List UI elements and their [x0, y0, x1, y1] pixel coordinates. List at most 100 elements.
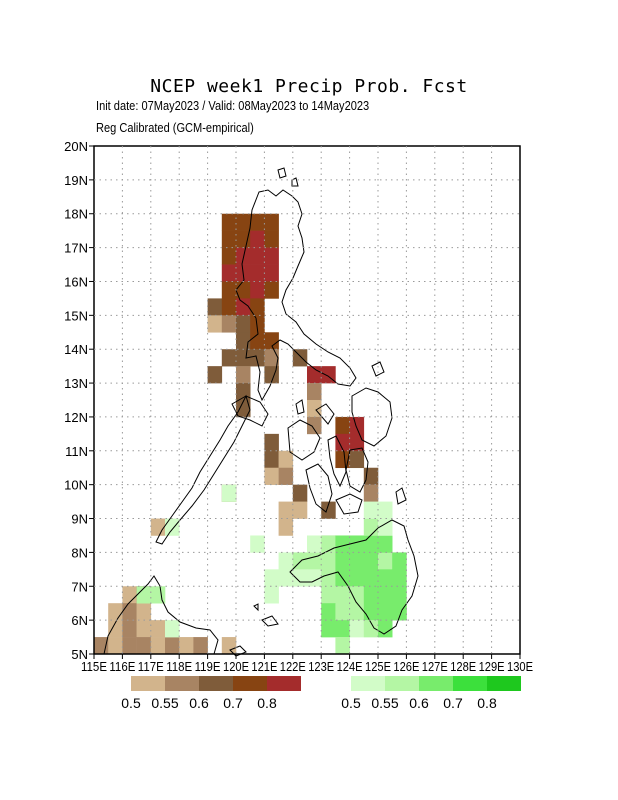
dry-cell-44: [307, 400, 322, 418]
dry-cell-12: [221, 264, 237, 282]
wet-cell-6: [264, 569, 279, 587]
dry-cell-67: [122, 586, 137, 604]
x-tick-label: 129E: [479, 659, 505, 674]
wet-cell-47: [363, 535, 379, 553]
y-tick-label: 6N: [71, 613, 88, 628]
wet-cell-52: [378, 501, 393, 519]
y-tick-label: 16N: [64, 274, 88, 289]
wet-cell-19: [321, 569, 336, 587]
x-tick-label: 125E: [365, 659, 391, 674]
dry-cell-49: [335, 433, 350, 452]
dry-cell-81: [165, 637, 180, 655]
dry-legend-swatch: [267, 676, 301, 691]
x-tick-label: 128E: [450, 659, 476, 674]
dry-cell-36: [207, 366, 223, 384]
dry-cell-71: [136, 603, 152, 621]
wet-cell-17: [292, 569, 308, 587]
y-tick-label: 10N: [64, 478, 88, 493]
wet-cell-30: [392, 586, 407, 604]
dry-cell-14: [250, 264, 265, 282]
dry-cell-50: [349, 433, 365, 452]
wet-cell-0: [165, 518, 180, 536]
dry-cell-7: [264, 230, 279, 248]
dry-cell-53: [335, 450, 350, 469]
dry-probability-legend: 0.5 0.55 0.6 0.7 0.8: [121, 676, 301, 711]
y-tick-label: 15N: [64, 308, 88, 323]
dry-cell-69: [108, 603, 123, 621]
dry-cell-48: [264, 433, 279, 452]
y-tick-label: 20N: [64, 139, 88, 154]
x-tick-label: 130E: [507, 659, 533, 674]
x-tick-label: 120E: [223, 659, 249, 674]
dry-cell-4: [221, 230, 237, 248]
graticule: [94, 146, 520, 654]
dry-cell-70: [122, 603, 137, 621]
y-tick-label: 13N: [64, 376, 88, 391]
wet-legend-swatch: [351, 676, 385, 691]
wet-cell-53: [392, 552, 407, 570]
dry-cell-46: [335, 416, 350, 435]
wet-cell-5: [165, 620, 180, 638]
dry-cell-61: [292, 501, 308, 519]
x-tick-label: 127E: [422, 659, 448, 674]
wet-legend-label: 0.8: [477, 695, 497, 711]
wet-cell-50: [378, 518, 393, 536]
dry-cell-56: [278, 467, 294, 485]
dry-cell-57: [363, 467, 379, 485]
wet-legend-swatch: [419, 676, 453, 691]
dry-cell-25: [221, 315, 237, 333]
wet-cell-33: [349, 603, 365, 621]
wet-cell-2: [250, 535, 265, 553]
dry-cell-16: [221, 281, 237, 299]
dry-cell-51: [264, 450, 279, 469]
calibration-note: Reg Calibrated (GCM-empirical): [96, 120, 254, 135]
wet-cell-23: [378, 569, 393, 587]
wet-cell-41: [378, 620, 393, 638]
dry-cell-60: [278, 501, 294, 519]
dry-cell-24: [207, 315, 223, 333]
dry-cell-45: [307, 416, 322, 435]
dry-cell-38: [264, 366, 279, 384]
dry-cell-20: [207, 298, 223, 316]
dry-cell-83: [193, 637, 208, 655]
y-tick-label: 11N: [65, 444, 88, 459]
init-valid-dates: Init date: 07May2023 / Valid: 08May2023 …: [96, 98, 370, 113]
x-tick-label: 118E: [166, 659, 192, 674]
wet-cell-1: [221, 484, 237, 502]
dry-legend-swatch: [233, 676, 267, 691]
dry-cell-62: [321, 501, 336, 519]
dry-cell-8: [221, 247, 237, 265]
dry-cell-23: [250, 298, 265, 316]
x-tick-label: 115E: [81, 659, 107, 674]
dry-cell-75: [150, 620, 166, 638]
wet-cell-7: [264, 586, 279, 604]
wet-legend-swatch: [385, 676, 419, 691]
dry-cell-84: [221, 637, 237, 655]
dry-cell-55: [264, 467, 279, 485]
dry-cell-3: [264, 213, 279, 231]
dry-cell-6: [250, 230, 265, 248]
wet-cell-11: [321, 552, 336, 570]
x-tick-label: 122E: [280, 659, 306, 674]
dry-legend-label: 0.8: [257, 695, 277, 711]
dry-cell-54: [349, 450, 365, 469]
dry-cell-78: [122, 637, 137, 655]
x-tick-label: 124E: [337, 659, 363, 674]
dry-cell-73: [122, 620, 137, 638]
dry-cell-2: [250, 213, 265, 231]
wet-cell-37: [321, 620, 336, 638]
dry-cell-21: [221, 298, 237, 316]
wet-cell-22: [363, 569, 379, 587]
wet-cell-51: [363, 501, 379, 519]
wet-cell-40: [363, 620, 379, 638]
dry-cell-47: [349, 416, 365, 435]
wet-cell-48: [378, 535, 393, 553]
wet-legend-label: 0.6: [409, 695, 429, 711]
dry-cell-37: [236, 366, 251, 384]
map-title: NCEP week1 Precip Prob. Fcst: [150, 76, 468, 97]
dry-cell-28: [236, 332, 251, 350]
wet-cell-45: [335, 535, 350, 553]
dry-cell-72: [108, 620, 123, 638]
dry-cell-22: [236, 298, 251, 316]
